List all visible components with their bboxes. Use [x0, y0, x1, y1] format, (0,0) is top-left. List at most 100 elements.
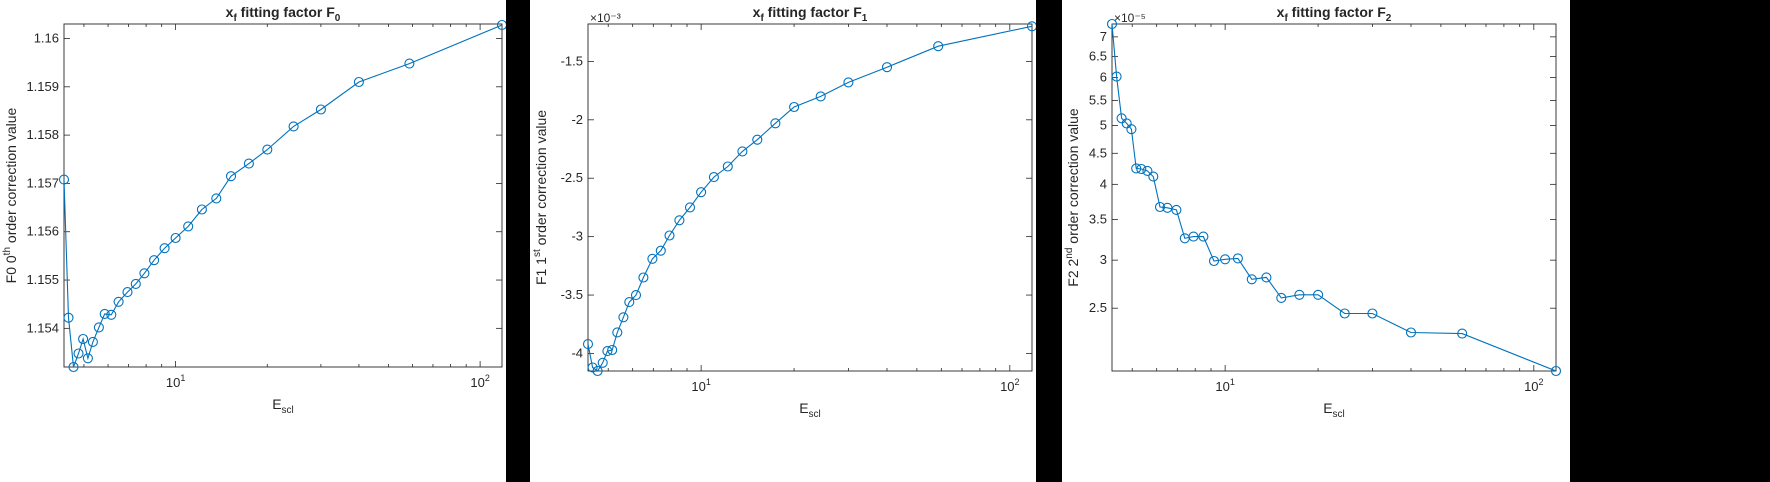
- y-tick-label: -3.5: [561, 287, 583, 302]
- data-markers: [582, 21, 1036, 377]
- x-tick-label: 101: [1215, 377, 1234, 394]
- y-exponent-label: ×10⁻³: [590, 11, 621, 25]
- data-point: [1188, 231, 1199, 242]
- x-minor-ticks: [1131, 24, 1521, 371]
- data-point: [1136, 163, 1147, 175]
- data-point: [696, 187, 707, 198]
- data-point: [1246, 274, 1257, 285]
- data-point: [404, 58, 415, 69]
- y-tick-label: 7: [1100, 29, 1107, 44]
- plot-area: [587, 23, 1033, 372]
- data-point: [73, 348, 84, 359]
- data-point: [612, 327, 623, 338]
- data-point: [607, 344, 618, 356]
- data-point: [1116, 113, 1127, 124]
- data-point: [592, 365, 603, 377]
- y-tick-label: -3: [571, 229, 583, 244]
- data-point: [655, 245, 666, 256]
- data-point: [1111, 71, 1122, 82]
- data-point: [587, 362, 598, 373]
- chart-panel-f1: xf fitting factor F1 ×10⁻³ 101 102 -4 -3.5 -3 -…: [530, 0, 1036, 482]
- data-point: [1457, 328, 1468, 339]
- x-tick-label: 102: [470, 373, 489, 390]
- data-point: [63, 312, 74, 323]
- data-markers: [1106, 18, 1562, 377]
- series-line: [1112, 24, 1556, 371]
- data-point: [597, 357, 608, 368]
- y-axis-label: F2 2nd order correction value: [1064, 108, 1081, 287]
- data-point: [722, 161, 733, 172]
- y-tick-label: -2.5: [561, 170, 583, 185]
- data-point: [1367, 308, 1378, 319]
- data-point: [618, 312, 629, 323]
- data-point: [684, 202, 696, 213]
- y-tick-label: 3.5: [1089, 212, 1107, 227]
- data-point: [99, 308, 110, 319]
- series-line: [64, 24, 502, 367]
- x-axis-label: Escl: [1323, 400, 1345, 420]
- x-axis-label: Escl: [272, 396, 294, 416]
- data-point: [288, 121, 299, 132]
- data-point: [1294, 289, 1305, 300]
- data-markers: [58, 19, 506, 373]
- data-point: [170, 232, 181, 244]
- data-point: [315, 104, 326, 115]
- data-point: [159, 243, 170, 254]
- data-point: [843, 77, 854, 88]
- chart-title: xf fitting factor F2: [1277, 4, 1392, 24]
- data-point: [82, 353, 93, 364]
- series-line: [588, 25, 1032, 371]
- data-point: [496, 19, 506, 31]
- data-point: [225, 171, 237, 182]
- data-point: [1142, 165, 1153, 176]
- data-series: [1112, 24, 1556, 371]
- data-point: [1276, 292, 1287, 303]
- y-axis-label: F1 1st order correction value: [532, 110, 549, 285]
- data-point: [789, 101, 800, 113]
- data-point: [1232, 253, 1243, 264]
- data-point: [68, 361, 79, 373]
- chart-title: xf fitting factor F0: [226, 4, 341, 24]
- plot-area: [1111, 23, 1557, 372]
- y-tick-label: 1.155: [26, 272, 59, 287]
- y-tick-label: 1.154: [26, 320, 59, 335]
- x-tick-label: 101: [166, 373, 185, 390]
- data-series: [64, 24, 502, 367]
- y-tick-label: -2: [571, 112, 583, 127]
- data-point: [149, 255, 160, 266]
- x-minor-ticks: [607, 24, 997, 371]
- data-point: [1550, 365, 1562, 377]
- data-point: [624, 297, 635, 308]
- data-point: [106, 309, 117, 320]
- data-point: [113, 296, 124, 307]
- x-axis-label: Escl: [799, 400, 821, 420]
- y-tick-label: 5.5: [1089, 92, 1107, 107]
- data-point: [737, 146, 748, 157]
- data-point: [1126, 124, 1137, 135]
- data-series: [588, 25, 1032, 371]
- y-tick-label: 5: [1100, 118, 1107, 133]
- data-point: [243, 158, 254, 169]
- y-tick-label: 1.159: [26, 79, 59, 94]
- x-tick-label: 102: [1524, 377, 1543, 394]
- chart-f0: xf fitting factor F0 101 102 1.154 1.155 1.15…: [2, 4, 506, 416]
- data-point: [93, 322, 104, 333]
- data-point: [881, 62, 893, 73]
- data-point: [211, 193, 222, 204]
- y-tick-label: -1.5: [561, 53, 583, 68]
- data-point: [1208, 255, 1220, 267]
- y-tick-label: -4: [571, 345, 583, 360]
- data-point: [752, 134, 763, 145]
- chart-panel-f2: xf fitting factor F2 ×10⁻⁵ 101 102 2.5 3 3.5 4 4…: [1062, 0, 1570, 482]
- data-point: [130, 278, 141, 289]
- y-tick-label: 4.5: [1089, 145, 1107, 160]
- data-point: [1313, 289, 1324, 300]
- data-point: [1220, 254, 1231, 265]
- y-tick-label: 6.5: [1089, 48, 1107, 63]
- y-tick-label: 1.16: [34, 30, 59, 45]
- data-point: [674, 215, 685, 226]
- data-point: [815, 91, 826, 102]
- chart-panel-f0: xf fitting factor F0 101 102 1.154 1.155 1.15…: [0, 0, 506, 482]
- data-point: [630, 290, 642, 301]
- data-point: [933, 41, 944, 52]
